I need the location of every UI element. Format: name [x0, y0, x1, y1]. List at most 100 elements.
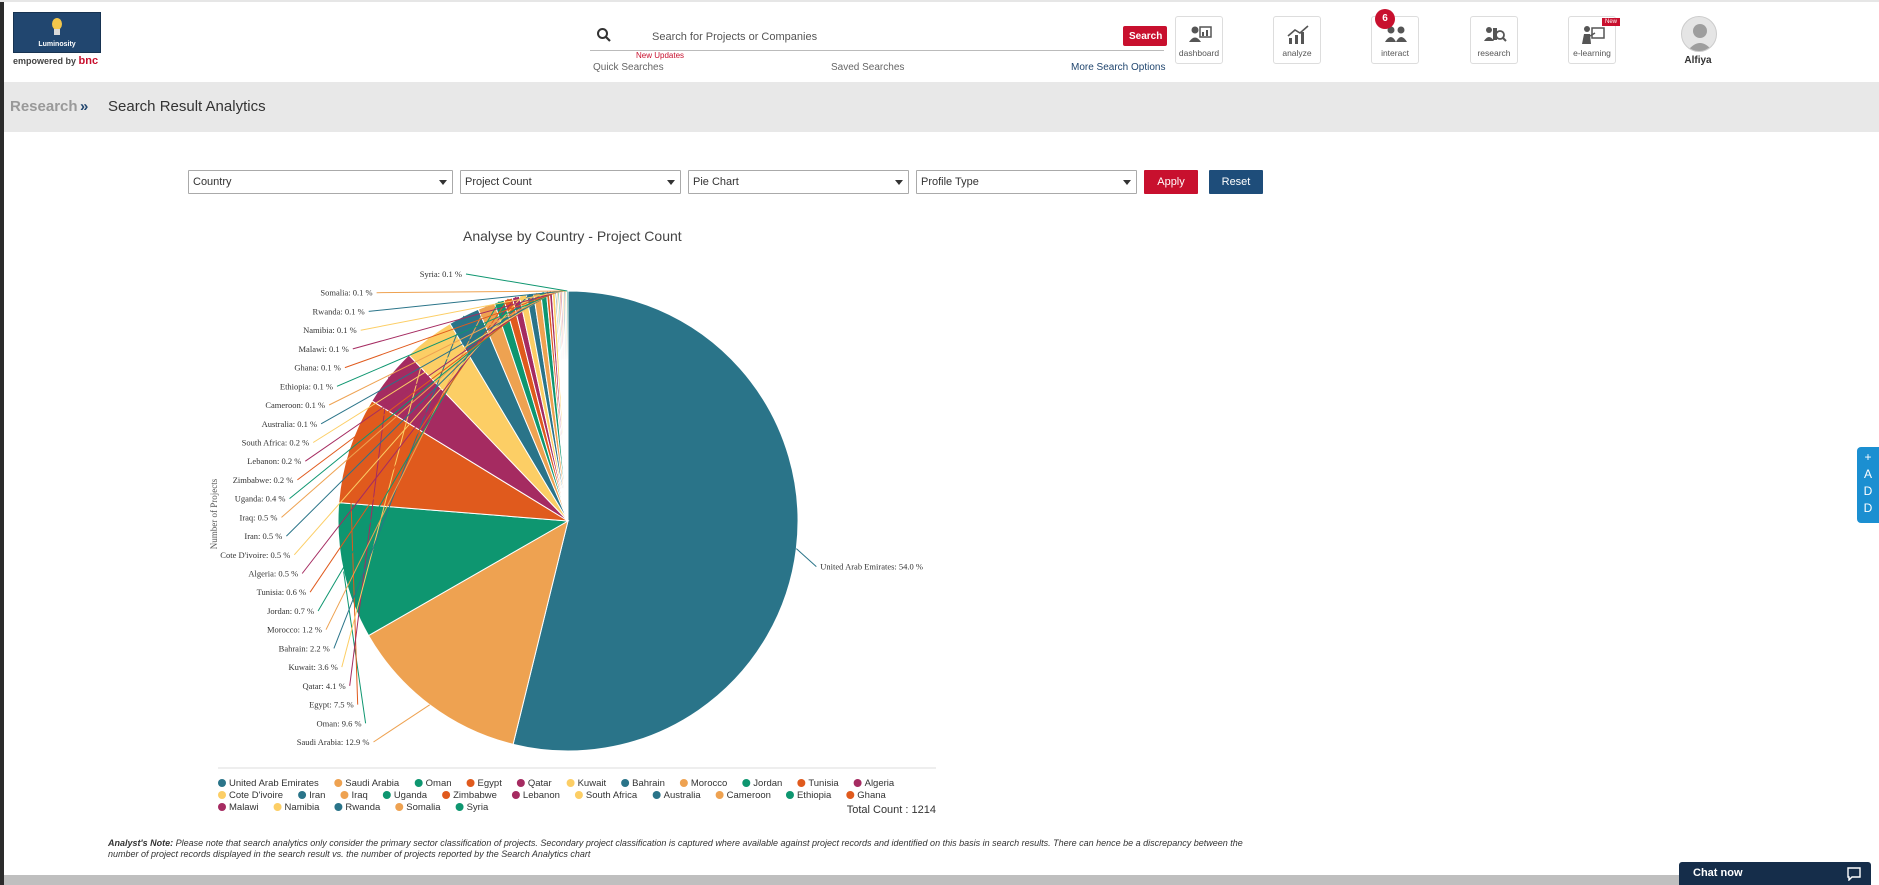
data-label-saudi-arabia: Saudi Arabia: 12.9 % [297, 737, 370, 747]
legend-item-oman[interactable]: Oman [414, 778, 452, 789]
chat-now-button[interactable]: Chat now [1679, 862, 1871, 885]
legend-item-lebanon[interactable]: Lebanon [511, 790, 560, 801]
chart-title: Analyse by Country - Project Count [463, 228, 682, 244]
legend-item-morocco[interactable]: Morocco [679, 778, 727, 789]
legend-label: South Africa [586, 790, 638, 801]
reset-button[interactable]: Reset [1209, 170, 1263, 194]
legend-label: Morocco [691, 778, 727, 789]
legend-item-saudi-arabia[interactable]: Saudi Arabia [334, 778, 400, 789]
profile-type-value: Profile Type [921, 176, 979, 188]
legend-item-namibia[interactable]: Namibia [273, 802, 321, 813]
chart-type-select[interactable]: Pie Chart [688, 170, 909, 194]
quick-searches-link[interactable]: Quick Searches [593, 62, 664, 73]
new-updates-label[interactable]: New Updates [636, 51, 685, 60]
data-label-south-africa: South Africa: 0.2 % [242, 438, 310, 448]
data-label-cote-d-ivoire: Cote D'ivoire: 0.5 % [220, 550, 290, 560]
search-bar: Search [590, 23, 1167, 51]
saved-searches-link[interactable]: Saved Searches [831, 62, 905, 73]
bottom-scrollbar[interactable] [4, 875, 1679, 885]
legend-label: Lebanon [523, 790, 560, 801]
research-button[interactable]: research [1470, 16, 1518, 64]
data-label-ethiopia: Ethiopia: 0.1 % [280, 381, 333, 391]
legend-item-egypt[interactable]: Egypt [466, 778, 503, 789]
legend-label: Iraq [351, 790, 367, 801]
leader-line-zimbabwe [297, 291, 549, 481]
analyze-button[interactable]: analyze [1273, 16, 1321, 64]
legend-item-united-arab-emirates[interactable]: United Arab Emirates [218, 778, 319, 789]
legend-marker [218, 803, 226, 811]
legend-label: Malawi [229, 802, 259, 813]
legend-marker [516, 779, 525, 787]
legend-label: Cote D'ivoire [229, 790, 283, 801]
legend-item-south-africa[interactable]: South Africa [574, 790, 638, 801]
measure-value: Project Count [465, 176, 532, 188]
legend-marker [414, 779, 423, 787]
logo-tagline: empowered by bnc [13, 55, 98, 67]
legend-item-iraq[interactable]: Iraq [340, 790, 368, 801]
legend-item-algeria[interactable]: Algeria [853, 778, 895, 789]
legend-item-somalia[interactable]: Somalia [395, 802, 441, 813]
legend-item-ghana[interactable]: Ghana [846, 790, 887, 801]
luminosity-logo[interactable]: Luminosity [13, 12, 101, 53]
user-name[interactable]: Alfiya [1684, 55, 1712, 66]
leader-line-australia [320, 290, 557, 425]
legend-label: Saudi Arabia [345, 778, 400, 789]
legend-item-malawi[interactable]: Malawi [218, 802, 259, 813]
legend-item-jordan[interactable]: Jordan [742, 778, 782, 789]
legend-item-australia[interactable]: Australia [652, 790, 702, 801]
data-label-iraq: Iraq: 0.5 % [239, 512, 277, 522]
chat-bubble-icon [1847, 867, 1861, 881]
data-label-syria: Syria: 0.1 % [420, 269, 462, 279]
research-icon [1484, 27, 1507, 42]
legend: United Arab Emirates Saudi Arabia Oman Egyp… [218, 767, 936, 813]
pie-chart: United Arab Emirates: 54.0 % Saudi Arabia… [218, 269, 936, 813]
add-tab-letter: D [1863, 501, 1873, 515]
legend-item-iran[interactable]: Iran [298, 790, 325, 801]
search-button[interactable]: Search [1123, 26, 1167, 46]
dashboard-button[interactable]: dashboard [1175, 16, 1223, 64]
breadcrumb-research-link[interactable]: Research [10, 98, 78, 115]
data-label-iran: Iran: 0.5 % [244, 531, 282, 541]
legend-item-ethiopia[interactable]: Ethiopia [785, 790, 832, 801]
group-by-select[interactable]: Country [188, 170, 453, 194]
legend-label: Qatar [528, 778, 552, 789]
legend-marker [652, 791, 661, 799]
e-learning-new-tag: New [1602, 18, 1621, 26]
legend-label: Oman [426, 778, 452, 789]
logo-brand: bnc [78, 55, 99, 67]
legend-item-cote-d-ivoire[interactable]: Cote D'ivoire [218, 790, 283, 801]
legend-item-zimbabwe[interactable]: Zimbabwe [442, 790, 497, 801]
data-label-united-arab-emirates: United Arab Emirates: 54.0 % [820, 562, 923, 572]
more-search-options-link[interactable]: More Search Options [1071, 62, 1166, 73]
legend-item-syria[interactable]: Syria [455, 802, 489, 813]
breadcrumb: Research » Search Result Analytics [4, 82, 1879, 132]
legend-item-bahrain[interactable]: Bahrain [621, 778, 665, 789]
measure-select[interactable]: Project Count [460, 170, 681, 194]
data-label-tunisia: Tunisia: 0.6 % [257, 587, 307, 597]
analyst-note-text: Please note that search analytics only c… [108, 838, 1243, 859]
leader-line-ethiopia [336, 290, 559, 387]
legend-marker [298, 791, 307, 799]
apply-button[interactable]: Apply [1144, 170, 1198, 194]
legend-item-tunisia[interactable]: Tunisia [797, 778, 839, 789]
legend-marker [334, 779, 343, 787]
legend-item-uganda[interactable]: Uganda [382, 790, 428, 801]
legend-label: Somalia [406, 802, 441, 813]
data-label-zimbabwe: Zimbabwe: 0.2 % [233, 475, 294, 485]
legend-label: Namibia [285, 802, 321, 813]
legend-marker [218, 779, 226, 787]
data-label-oman: Oman: 9.6 % [317, 718, 362, 728]
legend-item-rwanda[interactable]: Rwanda [334, 802, 381, 813]
add-side-tab[interactable]: + A D D [1857, 447, 1879, 523]
legend-marker [511, 791, 520, 799]
legend-item-kuwait[interactable]: Kuwait [566, 778, 607, 789]
legend-marker [574, 791, 583, 799]
avatar[interactable] [1681, 16, 1717, 52]
search-input[interactable] [650, 27, 1090, 47]
legend-item-cameroon[interactable]: Cameroon [715, 790, 771, 801]
profile-type-select[interactable]: Profile Type [916, 170, 1137, 194]
interact-notification-badge: 6 [1375, 9, 1395, 29]
legend-item-qatar[interactable]: Qatar [516, 778, 552, 789]
search-icon[interactable] [596, 27, 612, 43]
data-label-jordan: Jordan: 0.7 % [267, 606, 314, 616]
